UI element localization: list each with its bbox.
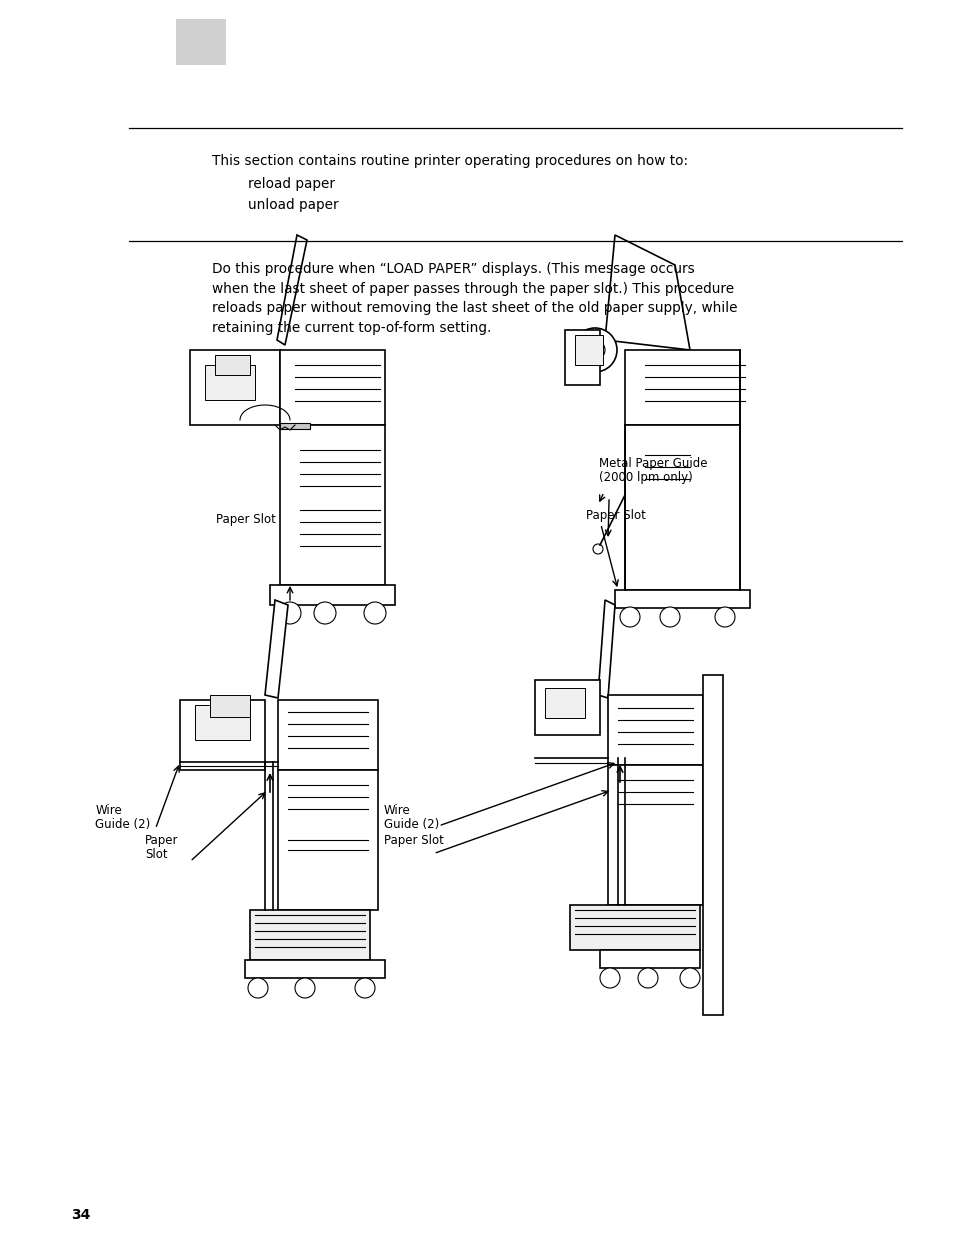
Polygon shape [276, 235, 307, 345]
Circle shape [364, 601, 386, 624]
Circle shape [714, 606, 734, 627]
Polygon shape [598, 600, 615, 698]
Text: retaining the current top-of-form setting.: retaining the current top-of-form settin… [212, 321, 491, 335]
Bar [176, 19, 226, 65]
Text: (2000 lpm only): (2000 lpm only) [598, 471, 692, 484]
Text: Paper Slot: Paper Slot [216, 513, 275, 526]
Polygon shape [265, 600, 288, 698]
Text: Wire: Wire [383, 804, 410, 818]
Bar [702, 676, 722, 1015]
Bar [607, 764, 702, 905]
Bar [180, 700, 265, 769]
Circle shape [638, 968, 658, 988]
Circle shape [573, 329, 617, 372]
Text: unload paper: unload paper [248, 198, 338, 211]
Bar [280, 424, 310, 429]
Bar [250, 910, 370, 960]
Text: This section contains routine printer operating procedures on how to:: This section contains routine printer op… [212, 154, 687, 168]
Bar [615, 590, 749, 608]
Text: when the last sheet of paper passes through the paper slot.) This procedure: when the last sheet of paper passes thro… [212, 282, 733, 295]
Text: Metal Paper Guide: Metal Paper Guide [598, 457, 707, 471]
Bar [569, 905, 700, 950]
Bar [280, 350, 385, 425]
Text: Wire: Wire [95, 804, 122, 818]
Bar [245, 960, 385, 978]
Bar [624, 350, 740, 425]
Circle shape [599, 968, 619, 988]
Bar [210, 695, 250, 718]
Text: Paper Slot: Paper Slot [383, 834, 443, 847]
Circle shape [314, 601, 335, 624]
Bar [544, 688, 584, 718]
Circle shape [679, 968, 700, 988]
Bar [277, 700, 377, 769]
Circle shape [593, 543, 602, 555]
Circle shape [619, 606, 639, 627]
Bar [277, 769, 377, 910]
Circle shape [278, 601, 301, 624]
Bar [575, 335, 602, 366]
Bar [535, 680, 599, 735]
Bar [599, 950, 700, 968]
Text: Paper: Paper [145, 834, 178, 847]
Text: Guide (2): Guide (2) [95, 818, 151, 831]
Circle shape [584, 340, 604, 359]
Text: Do this procedure when “LOAD PAPER” displays. (This message occurs: Do this procedure when “LOAD PAPER” disp… [212, 262, 694, 275]
Bar [607, 695, 702, 764]
Text: Guide (2): Guide (2) [383, 818, 438, 831]
Bar [280, 425, 385, 585]
Text: reloads paper without removing the last sheet of the old paper supply, while: reloads paper without removing the last … [212, 301, 737, 315]
Bar [270, 585, 395, 605]
Circle shape [294, 978, 314, 998]
Bar [564, 330, 599, 385]
Polygon shape [604, 235, 689, 350]
Circle shape [659, 606, 679, 627]
Bar [205, 366, 254, 400]
Bar [624, 425, 740, 590]
Bar [194, 705, 250, 740]
Text: Paper Slot: Paper Slot [585, 509, 645, 522]
Circle shape [248, 978, 268, 998]
Bar [214, 354, 250, 375]
Text: 34: 34 [71, 1208, 91, 1221]
Text: reload paper: reload paper [248, 177, 335, 190]
Text: Slot: Slot [145, 847, 168, 861]
Circle shape [355, 978, 375, 998]
Bar [190, 350, 280, 425]
